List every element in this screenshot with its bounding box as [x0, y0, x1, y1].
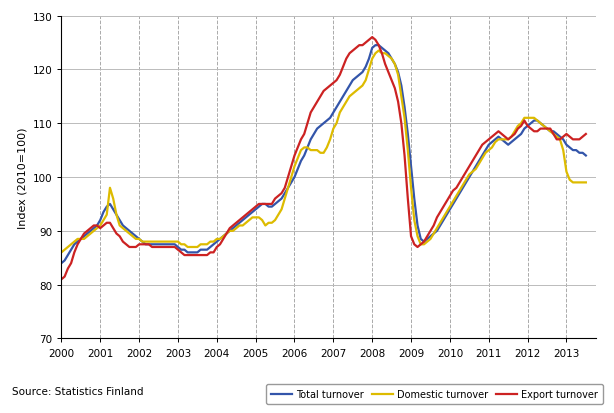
Total turnover [511, 138, 518, 142]
Domestic turnover [546, 129, 554, 134]
Line: Export turnover: Export turnover [61, 38, 586, 280]
Domestic turnover [472, 167, 480, 172]
Export turnover [546, 127, 554, 132]
Domestic turnover [443, 210, 450, 215]
Domestic turnover [582, 180, 589, 185]
Line: Total turnover: Total turnover [61, 46, 586, 263]
Export turnover [579, 135, 586, 140]
Text: Source: Statistics Finland: Source: Statistics Finland [12, 387, 144, 396]
Y-axis label: Index (2010=100): Index (2010=100) [17, 127, 27, 228]
Export turnover [511, 132, 518, 137]
Export turnover [203, 253, 211, 258]
Domestic turnover [375, 49, 383, 54]
Legend: Total turnover, Domestic turnover, Export turnover: Total turnover, Domestic turnover, Expor… [266, 385, 603, 404]
Total turnover [579, 151, 586, 156]
Total turnover [546, 129, 554, 134]
Domestic turnover [58, 250, 65, 255]
Total turnover [472, 164, 480, 169]
Total turnover [582, 154, 589, 159]
Total turnover [443, 213, 450, 218]
Domestic turnover [203, 242, 211, 247]
Total turnover [58, 261, 65, 266]
Export turnover [58, 277, 65, 282]
Total turnover [203, 247, 211, 252]
Export turnover [443, 199, 450, 204]
Line: Domestic turnover: Domestic turnover [61, 52, 586, 253]
Export turnover [368, 36, 376, 40]
Total turnover [371, 43, 379, 48]
Export turnover [582, 132, 589, 137]
Export turnover [472, 154, 480, 159]
Domestic turnover [511, 129, 518, 134]
Domestic turnover [579, 180, 586, 185]
